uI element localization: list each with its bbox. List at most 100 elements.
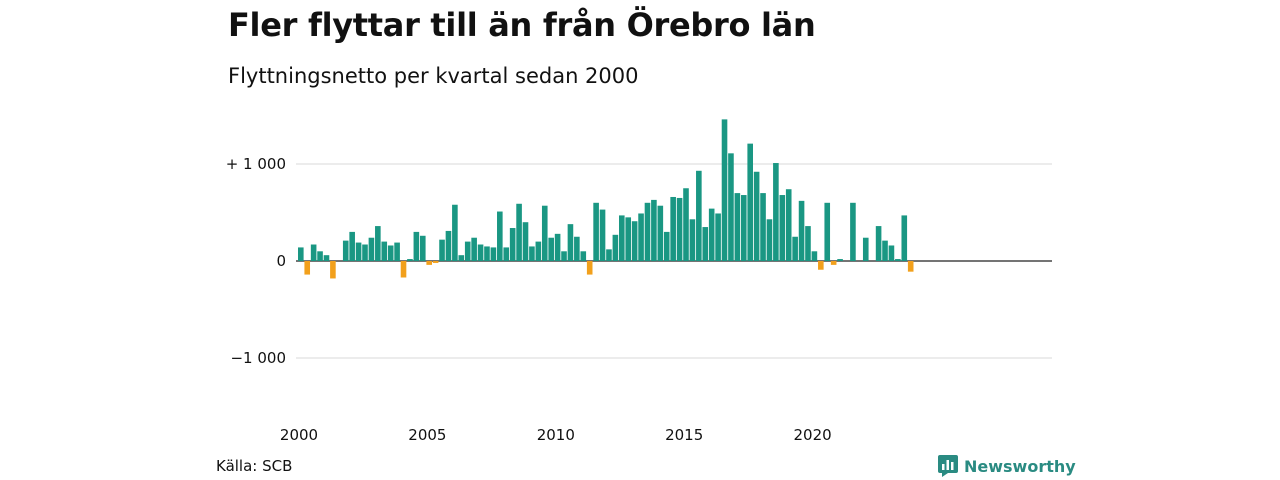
- bar: [342, 240, 349, 261]
- bars: [298, 119, 914, 279]
- bar: [670, 196, 676, 261]
- bar: [516, 203, 522, 261]
- bar: [779, 195, 786, 261]
- bar: [304, 261, 311, 275]
- bar: [830, 261, 837, 265]
- bar: [734, 193, 741, 261]
- bar: [368, 237, 375, 261]
- bar: [875, 226, 882, 261]
- bar: [895, 259, 901, 261]
- bar: [631, 221, 638, 261]
- bar: [574, 236, 580, 261]
- bar: [426, 261, 432, 265]
- bar: [458, 255, 465, 261]
- y-axis-labels: + 1 000 0 −1 000: [226, 155, 286, 367]
- bar: [907, 261, 914, 272]
- bar: [522, 222, 529, 261]
- bar: [323, 255, 330, 261]
- bar: [497, 211, 503, 261]
- bar: [760, 193, 766, 261]
- bar: [862, 237, 869, 261]
- bar: [612, 234, 619, 261]
- bar: [432, 261, 439, 263]
- bar: [548, 237, 554, 261]
- bar: [625, 217, 632, 261]
- x-axis-labels: 2000 2005 2010 2015 2020: [280, 426, 832, 444]
- bar: [766, 219, 773, 261]
- y-tick-label: + 1 000: [226, 155, 286, 173]
- bar: [317, 251, 323, 261]
- bar: [445, 230, 452, 261]
- brand-name: Newsworthy: [964, 456, 1076, 476]
- y-tick-label: 0: [276, 252, 286, 270]
- bar: [452, 204, 458, 261]
- bar: [439, 239, 445, 261]
- source-note: Källa: SCB: [216, 457, 293, 475]
- bar: [663, 231, 670, 261]
- bar: [471, 237, 477, 261]
- bar: [805, 226, 811, 261]
- bar: [375, 226, 381, 261]
- bar: [561, 251, 567, 261]
- bar: [792, 236, 798, 261]
- bar: [387, 245, 394, 261]
- y-tick-label: −1 000: [230, 349, 286, 367]
- bar: [381, 241, 388, 261]
- bar: [798, 200, 805, 261]
- bar: [657, 205, 664, 261]
- bar: [400, 261, 407, 278]
- bar: [394, 242, 400, 261]
- bar: [888, 245, 895, 261]
- bar: [850, 202, 856, 261]
- bar: [586, 261, 593, 275]
- bar: [580, 251, 587, 261]
- bar: [407, 259, 413, 261]
- bar: [811, 251, 818, 261]
- bar: [554, 233, 561, 261]
- bar: [484, 246, 490, 261]
- chart-subtitle: Flyttningsnetto per kvartal sedan 2000: [228, 64, 639, 88]
- bar: [330, 261, 336, 279]
- bar: [535, 241, 542, 261]
- bar: [708, 208, 715, 261]
- bar: [818, 261, 824, 270]
- bar: [529, 246, 535, 261]
- x-tick-label: 2015: [665, 426, 703, 444]
- chart-title: Fler flyttar till än från Örebro län: [228, 6, 816, 44]
- bar: [362, 244, 368, 261]
- bar: [785, 189, 792, 261]
- x-tick-label: 2000: [280, 426, 318, 444]
- bar: [901, 215, 908, 261]
- bar: [413, 231, 420, 261]
- bar: [509, 228, 516, 261]
- bar: [773, 163, 779, 261]
- bar: [824, 202, 831, 261]
- brand-logo: Newsworthy: [938, 455, 1076, 477]
- bar: [747, 143, 753, 261]
- bar: [464, 241, 471, 261]
- bar: [619, 215, 625, 261]
- bar: [689, 219, 696, 261]
- bar: [419, 235, 426, 261]
- bar: [503, 247, 510, 261]
- bar: [676, 197, 683, 261]
- bar: [490, 247, 497, 261]
- bar: [477, 244, 484, 261]
- bar: [298, 247, 304, 261]
- bar: [683, 188, 689, 261]
- bar: [740, 195, 747, 261]
- bar: [837, 259, 843, 261]
- bar: [644, 202, 651, 261]
- x-tick-label: 2005: [408, 426, 446, 444]
- bar: [702, 227, 709, 261]
- bar: [721, 119, 728, 261]
- bar: [728, 153, 734, 261]
- bar: [310, 244, 317, 261]
- bar: [753, 171, 760, 261]
- bar: [599, 209, 606, 261]
- x-tick-label: 2010: [537, 426, 575, 444]
- bar: [651, 199, 657, 261]
- bar: [349, 231, 355, 261]
- bar: [638, 213, 644, 261]
